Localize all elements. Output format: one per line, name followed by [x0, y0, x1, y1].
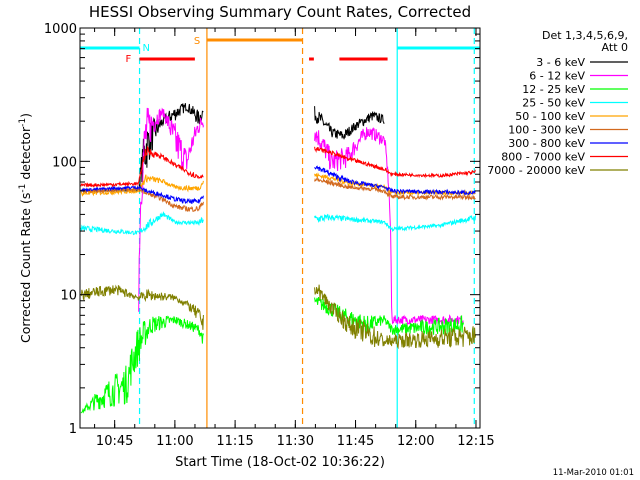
y-tick-label-2: 100 [52, 155, 77, 170]
y-label-sup-2: -1 [18, 118, 28, 127]
legend-label-4: 50 - 100 keV [515, 110, 585, 123]
series-line-8-part-1 [314, 284, 477, 350]
series-line-7-part-0 [80, 145, 204, 188]
legend-title-detectors: Det 1,3,4,5,6,9, [542, 29, 628, 42]
legend-label-1: 6 - 12 keV [529, 70, 585, 83]
y-label-end: ) [18, 113, 33, 118]
series-line-8-part-0 [80, 284, 204, 330]
x-tick-label-5: 12:00 [397, 434, 434, 449]
chart-title: HESSI Observing Summary Count Rates, Cor… [89, 3, 471, 21]
legend-label-7: 800 - 7000 keV [501, 151, 585, 164]
date-stamp: 11-Mar-2010 01:01 [553, 468, 634, 478]
series-layer [80, 103, 477, 414]
series-line-0-part-1 [314, 106, 385, 140]
series-line-2-part-0 [80, 315, 204, 414]
legend-label-5: 100 - 300 keV [508, 124, 585, 137]
x-axis-label: Start Time (18-Oct-02 10:36:22) [175, 455, 385, 470]
series-line-6-part-0 [80, 185, 204, 205]
series-line-5-part-0 [80, 186, 204, 212]
series-line-5-part-1 [314, 176, 476, 201]
x-tick-label-2: 11:15 [216, 434, 253, 449]
legend-label-0: 3 - 6 keV [536, 56, 585, 69]
series-line-3-part-1 [314, 213, 477, 233]
x-axis: 10:45 11:00 11:15 11:30 11:45 12:00 12:15 [94, 28, 495, 449]
x-tick-label-3: 11:30 [277, 434, 314, 449]
flag-markers: N S F [80, 28, 480, 428]
y-axis: 1 10 100 1000 [44, 22, 480, 437]
y-label-main: Corrected Count Rate (s [18, 193, 33, 343]
plot-frame [79, 27, 481, 429]
series-line-1-part-0 [138, 107, 205, 312]
saa-flag-label: S [194, 36, 200, 47]
series-line-3-part-0 [80, 211, 204, 236]
series-line-4-part-0 [80, 174, 204, 197]
series-line-7-part-1 [314, 146, 477, 179]
legend-label-3: 25 - 50 keV [522, 97, 585, 110]
legend-title-attenuator: Att 0 [602, 41, 628, 54]
y-label-sup-1: -1 [18, 184, 28, 193]
y-tick-label-1: 10 [60, 289, 77, 304]
legend-label-6: 300 - 800 keV [508, 137, 585, 150]
x-tick-label-1: 11:00 [156, 434, 193, 449]
flare-flag-label: F [126, 54, 132, 65]
y-tick-label-3: 1000 [44, 22, 77, 37]
night-flag-label: N [143, 43, 150, 54]
y-tick-label-0: 1 [69, 422, 77, 437]
series-line-0-part-0 [80, 103, 204, 192]
x-tick-label-4: 11:45 [337, 434, 374, 449]
legend-label-2: 12 - 25 keV [522, 83, 585, 96]
y-axis-label: Corrected Count Rate (s-1 detector-1) [18, 113, 33, 343]
y-label-mid: detector [18, 126, 33, 184]
x-tick-label-0: 10:45 [96, 434, 133, 449]
legend-label-8: 7000 - 20000 keV [487, 164, 585, 177]
x-tick-label-6: 12:15 [457, 434, 494, 449]
series-line-6-part-1 [314, 165, 476, 197]
